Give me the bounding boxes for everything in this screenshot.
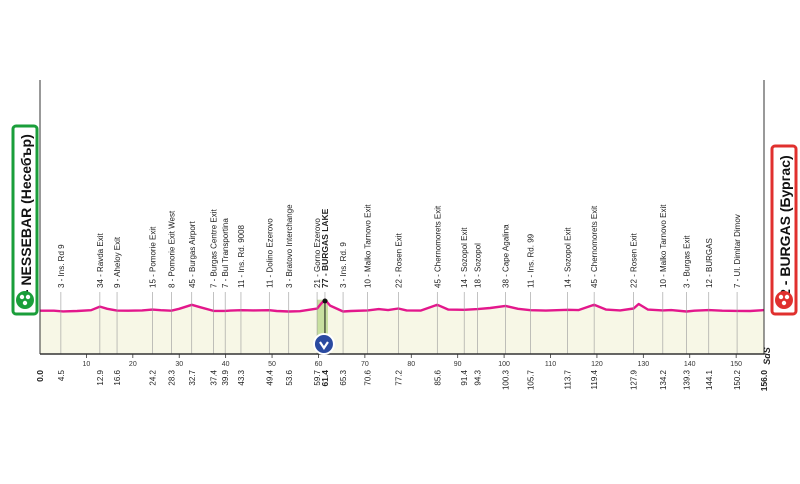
km-label: 65.3 [339, 369, 348, 385]
km-label: 105.7 [527, 369, 536, 390]
place-label: 34 - Ravda Exit [96, 233, 105, 288]
km-label: 91.4 [460, 369, 469, 385]
km-label: 70.6 [364, 369, 373, 385]
place-label: 3 - Ins. Rd. 9 [339, 242, 348, 288]
km-label: 37.4 [210, 369, 219, 385]
place-label: 8 - Pomorie Exit West [167, 210, 176, 288]
start-label: 5 - NESSEBAR (Несебър) [18, 134, 34, 306]
km-label: 113.7 [564, 369, 573, 389]
axis-tick-label: 70 [361, 361, 369, 368]
axis-tick-label: 140 [684, 361, 696, 368]
sprint-zone [317, 299, 328, 354]
start-badge: 5 - NESSEBAR (Несебър) [11, 124, 39, 316]
place-label: 15 - Pomorie Exit [148, 226, 157, 288]
intermediate-sprint-icon [312, 333, 335, 355]
axis-tick-label: 10 [83, 361, 91, 368]
km-label: 94.3 [474, 369, 483, 385]
axis-tick-label: 80 [407, 361, 415, 368]
axis-tick-label: 40 [222, 361, 230, 368]
place-label: 18 - Sozopol [474, 243, 483, 288]
place-label: 21 - Gorno Ezerovo [313, 218, 322, 288]
km-label: 127.9 [630, 369, 639, 390]
km-label: 49.4 [265, 369, 274, 385]
axis-tick-label: 90 [454, 361, 462, 368]
place-label: 11 - Ins. Rd. 99 [527, 233, 536, 288]
finish-icon [775, 291, 793, 309]
place-label: 10 - Malko Tarnovo Exit [659, 204, 668, 288]
place-label: 7 - Bul Transportina [221, 218, 230, 288]
km-label: 59.7 [313, 369, 322, 385]
axis-tick-label: 110 [545, 361, 556, 368]
place-label: 11 - Dolino Ezerovo [265, 218, 274, 288]
place-label: 7 - Burgas Centre Exit [210, 209, 219, 288]
km-label: 144.1 [705, 369, 714, 390]
place-label: 22 - Rosen Exit [394, 233, 403, 288]
place-label: 10 - Malko Tarnovo Exit [364, 204, 373, 288]
km-label: 39.9 [221, 369, 230, 385]
km-labels: 0.0 4.5 12.9 16.6 24.2 28.3 32.7 37.4 39.9 43.3 49… [35, 369, 769, 391]
axis-tick-label: 30 [175, 361, 183, 368]
finish-badge: 12 - BURGAS (Бургас) [770, 144, 798, 316]
axis-tick-label: 60 [315, 361, 323, 368]
place-label: 3 - Burgas Exit [683, 235, 692, 288]
place-label: 45 - Chernomorets Exit [433, 205, 442, 288]
axis-tick-label: 120 [591, 361, 603, 368]
km-label: 119.4 [590, 369, 599, 389]
distance-axis: 10 20 30 40 50 60 70 80 90 100 110 120 130 140 150 [39, 80, 765, 368]
km-label: 4.5 [57, 369, 66, 381]
km-label: 16.6 [113, 369, 122, 385]
km-label: 85.6 [433, 369, 442, 385]
km-label: 53.6 [285, 369, 294, 385]
sds-logo: SdS [762, 347, 772, 365]
place-label: 77 - BURGAS LAKE [320, 208, 330, 288]
km-label: 32.7 [188, 369, 197, 385]
km-label: 28.3 [167, 369, 176, 385]
km-label: 100.3 [502, 369, 511, 390]
place-label: 11 - Ins. Rd. 9008 [237, 224, 246, 288]
place-label: 14 - Sozopol Exit [564, 227, 573, 288]
place-label: 9 - Aheloy Exit [113, 236, 122, 288]
km-label: 24.2 [148, 369, 157, 385]
km-label: 12.9 [96, 369, 105, 385]
place-label: 22 - Rosen Exit [630, 233, 639, 288]
axis-tick-label: 50 [268, 361, 276, 368]
axis-tick-label: 100 [498, 361, 510, 368]
place-label: 3 - Bratovo Interchange [285, 204, 294, 288]
km-label: 43.3 [237, 369, 246, 385]
place-label: 14 - Sozopol Exit [460, 227, 469, 288]
place-label: 7 - Ul. Dimitar Dimov [733, 214, 742, 288]
km-label: 134.2 [659, 369, 668, 390]
finish-label: 12 - BURGAS (Бургас) [777, 155, 793, 304]
place-labels: 3 - Ins. Rd 9 34 - Ravda Exit 9 - Aheloy E… [57, 204, 742, 334]
place-label: 45 - Burgas Airport [188, 221, 197, 288]
axis-tick-label: 150 [730, 361, 742, 368]
place-label: 3 - Ins. Rd 9 [57, 244, 66, 288]
place-label: 45 - Chernomorets Exit [590, 205, 599, 288]
axis-tick-label: 20 [129, 361, 137, 368]
km-label: 156.0 [759, 370, 769, 392]
place-label: 12 - BURGAS [705, 238, 714, 288]
profile-area [40, 298, 765, 354]
start-icon [16, 291, 34, 309]
profile-line [40, 298, 765, 313]
km-label: 61.4 [320, 370, 330, 387]
profile-fill [40, 299, 764, 354]
km-label: 77.2 [394, 369, 403, 385]
place-label: 38 - Cape Agalina [502, 224, 511, 288]
axis-tick-label: 130 [637, 361, 649, 368]
km-label: 150.2 [733, 369, 742, 390]
km-label: 139.3 [683, 369, 692, 390]
km-label: 0.0 [35, 370, 45, 382]
